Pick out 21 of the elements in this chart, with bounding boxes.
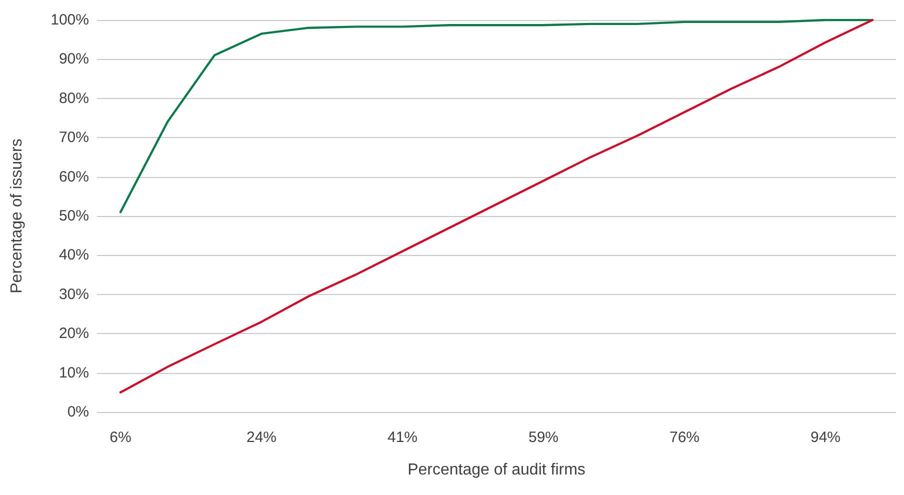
y-tick-label: 70% [58, 129, 89, 146]
x-tick-label: 41% [387, 429, 418, 446]
line-series [119, 18, 874, 214]
y-tick-label: 60% [58, 168, 89, 186]
y-tick-label: 40% [58, 246, 89, 264]
y-tick-label: 90% [58, 50, 89, 68]
y-tick-label: 100% [50, 12, 89, 28]
y-tick-label: 30% [58, 286, 89, 303]
y-axis-title: Percentage of issuers [8, 138, 26, 294]
y-tick-label: 0% [67, 404, 89, 420]
x-tick-label: 76% [669, 429, 700, 446]
y-tick-label: 80% [58, 90, 89, 107]
x-tick-label: 94% [810, 429, 841, 446]
line-series [119, 18, 874, 394]
x-axis-title: Percentage of audit firms [408, 462, 586, 478]
x-tick-label: 59% [528, 429, 559, 446]
y-tick-label: 50% [58, 208, 89, 224]
y-tick-label: 20% [58, 325, 89, 342]
x-tick-label: 24% [246, 429, 277, 446]
x-tick-label: 6% [110, 429, 132, 446]
y-tick-label: 10% [58, 364, 89, 382]
